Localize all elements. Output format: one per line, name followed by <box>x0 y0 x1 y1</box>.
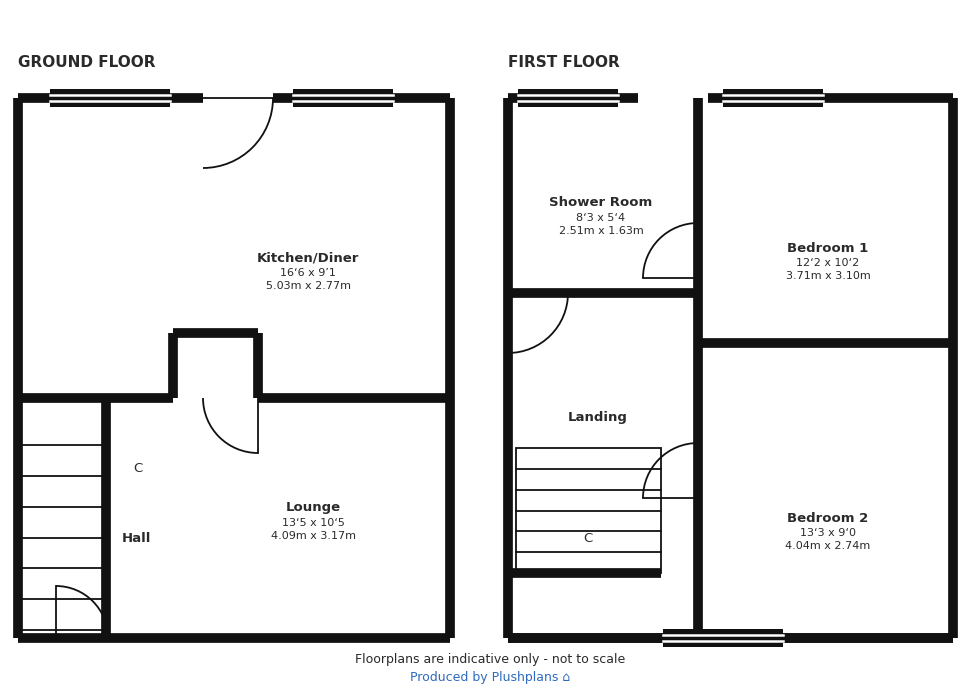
Text: 13‘3 x 9‘0: 13‘3 x 9‘0 <box>800 528 856 538</box>
Text: Bedroom 1: Bedroom 1 <box>787 241 868 254</box>
Text: C: C <box>583 532 593 545</box>
Text: Hall: Hall <box>122 532 151 545</box>
Bar <box>663 629 783 647</box>
Text: Kitchen/Diner: Kitchen/Diner <box>257 252 360 265</box>
Text: Bedroom 2: Bedroom 2 <box>787 511 868 525</box>
Text: 2.51m x 1.63m: 2.51m x 1.63m <box>559 226 644 236</box>
Text: 4.04m x 2.74m: 4.04m x 2.74m <box>785 541 870 551</box>
Text: Shower Room: Shower Room <box>550 197 653 209</box>
Text: C: C <box>133 462 143 475</box>
Text: 5.03m x 2.77m: 5.03m x 2.77m <box>266 281 351 291</box>
Text: GROUND FLOOR: GROUND FLOOR <box>18 55 156 70</box>
Bar <box>20 445 104 630</box>
Text: 8‘3 x 5‘4: 8‘3 x 5‘4 <box>576 213 625 223</box>
Bar <box>723 89 823 107</box>
Text: 4.09m x 3.17m: 4.09m x 3.17m <box>270 531 356 541</box>
Bar <box>518 89 618 107</box>
Bar <box>293 89 393 107</box>
Text: Floorplans are indicative only - not to scale: Floorplans are indicative only - not to … <box>355 653 625 667</box>
Text: Lounge: Lounge <box>285 502 341 514</box>
Text: 13‘5 x 10‘5: 13‘5 x 10‘5 <box>281 518 344 528</box>
Text: 16‘6 x 9’1: 16‘6 x 9’1 <box>280 268 336 278</box>
Text: Landing: Landing <box>568 412 628 425</box>
Text: FIRST FLOOR: FIRST FLOOR <box>508 55 619 70</box>
Bar <box>516 448 661 573</box>
Text: 3.71m x 3.10m: 3.71m x 3.10m <box>786 271 870 281</box>
Text: 12‘2 x 10‘2: 12‘2 x 10‘2 <box>797 258 859 268</box>
Bar <box>50 89 170 107</box>
Text: Produced by Plushplans ⌂: Produced by Plushplans ⌂ <box>410 671 570 683</box>
